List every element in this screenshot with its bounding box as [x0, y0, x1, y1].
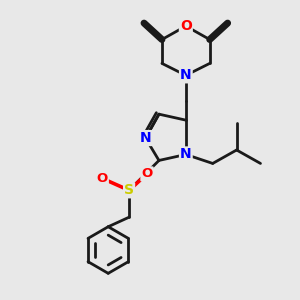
- Text: N: N: [180, 148, 192, 161]
- Text: O: O: [97, 172, 108, 185]
- Text: N: N: [180, 68, 192, 82]
- Text: O: O: [141, 167, 153, 180]
- Text: S: S: [124, 183, 134, 197]
- Text: O: O: [180, 19, 192, 33]
- Text: N: N: [140, 131, 151, 145]
